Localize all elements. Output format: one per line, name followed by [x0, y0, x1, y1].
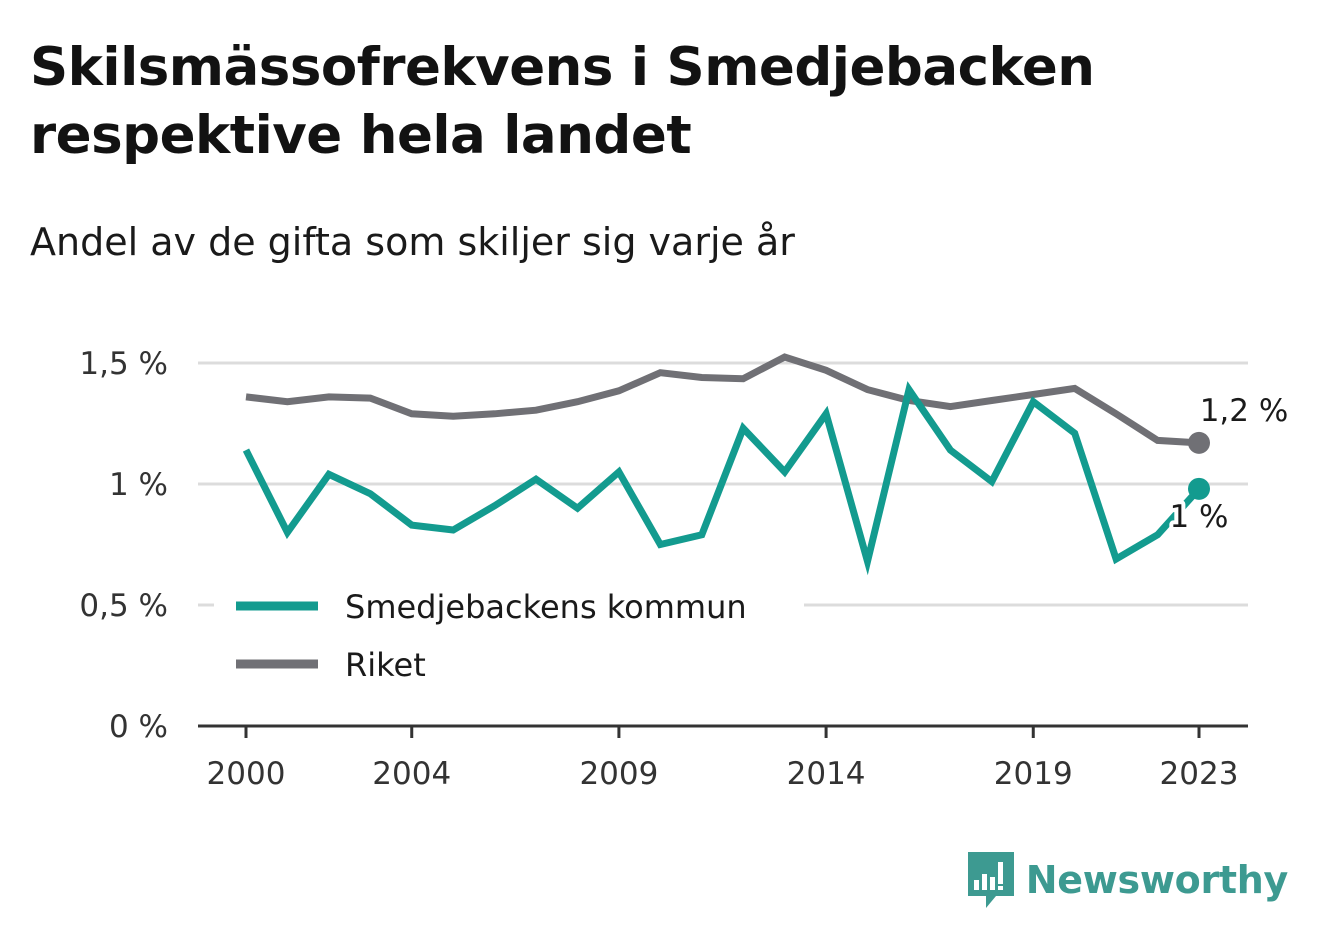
end-labels: 1 %1 %1,2 %1,2 % — [1165, 389, 1292, 539]
x-tick-label: 2009 — [579, 756, 658, 792]
chart-subtitle: Andel av de gifta som skiljer sig varje … — [30, 220, 795, 264]
x-tick-label: 2000 — [207, 756, 286, 792]
series-line — [242, 381, 1202, 576]
chart-title: Skilsmässofrekvens i Smedjebacken respek… — [30, 37, 1095, 166]
series-end-point — [1188, 431, 1210, 454]
end-label-halo: 1,2 % — [1200, 393, 1289, 429]
legend-label: Smedjebackens kommun — [345, 588, 747, 626]
y-tick-label: 0,5 % — [79, 588, 168, 624]
end-value-label: 1,2 % — [1200, 393, 1289, 429]
brand-name: Newsworthy — [1025, 858, 1289, 902]
end-value-label: 1 % — [1169, 499, 1228, 535]
x-tick-label: 2004 — [372, 756, 451, 792]
y-tick-label: 0 % — [109, 709, 168, 745]
series-line — [245, 353, 1200, 447]
newsworthy-logo: Newsworthy — [966, 850, 1288, 910]
x-tick-label: 2014 — [787, 756, 866, 792]
bar-chart-speech-bubble-icon — [967, 852, 1014, 908]
axes: 0 % 0,5 % 1 % 1,5 % 2000 2004 2009 2014 2019 2023 — [79, 346, 1248, 792]
legend-background — [214, 578, 804, 698]
y-tick-label: 1,5 % — [79, 346, 168, 382]
legend-label: Riket — [345, 646, 426, 684]
x-tick-label: 2023 — [1160, 756, 1239, 792]
legend: Smedjebackens kommun Riket — [214, 578, 804, 698]
series-end-point — [1188, 477, 1210, 500]
y-tick-label: 1 % — [109, 467, 168, 503]
end-label-halo: 1 % — [1169, 499, 1228, 535]
series-lines — [242, 353, 1210, 576]
x-tick-label: 2019 — [994, 756, 1073, 792]
